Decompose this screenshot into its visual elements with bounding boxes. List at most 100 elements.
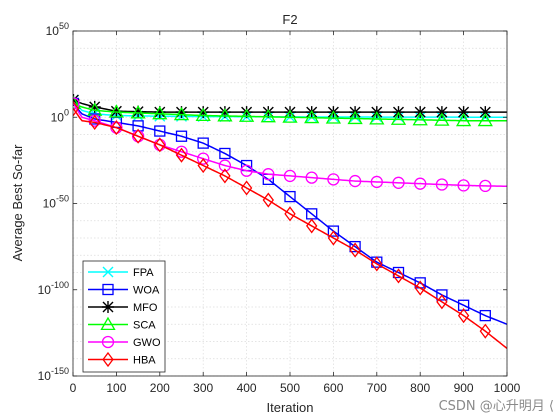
x-tick-label: 400 bbox=[237, 381, 257, 395]
series-marker-sca bbox=[130, 105, 146, 119]
series-marker-hba bbox=[371, 256, 383, 272]
series-marker-gwo bbox=[218, 159, 232, 172]
series-marker-sca bbox=[390, 111, 407, 125]
series-marker-sca bbox=[434, 112, 450, 126]
series-marker-mfo bbox=[110, 105, 123, 118]
series-marker-mfo bbox=[457, 106, 470, 119]
y-tick-label: 10-150 bbox=[38, 366, 69, 383]
series-marker-hba bbox=[479, 323, 491, 339]
series-marker-hba bbox=[262, 192, 274, 208]
legend-label-fpa: FPA bbox=[133, 267, 154, 279]
series-marker-gwo bbox=[327, 173, 340, 186]
chart-title: F2 bbox=[282, 12, 297, 27]
legend-marker-woa bbox=[102, 283, 114, 296]
series-marker-hba bbox=[414, 280, 426, 296]
series-marker-sca bbox=[152, 105, 168, 120]
series-line-woa bbox=[73, 102, 507, 325]
series-marker-mfo bbox=[197, 106, 210, 119]
x-tick-label: 900 bbox=[454, 381, 474, 395]
series-marker-sca bbox=[238, 108, 255, 122]
series-marker-hba bbox=[349, 242, 361, 258]
x-tick-label: 800 bbox=[410, 381, 430, 395]
series-marker-hba bbox=[110, 120, 123, 136]
series-marker-woa bbox=[457, 299, 470, 311]
series-marker-woa bbox=[154, 125, 166, 137]
series-marker-sca bbox=[369, 111, 385, 125]
series-marker-mfo bbox=[218, 106, 231, 119]
series-marker-hba bbox=[197, 157, 209, 174]
series-marker-sca bbox=[108, 104, 125, 118]
legend-label-gwo: GWO bbox=[133, 337, 161, 349]
series-marker-woa bbox=[327, 225, 340, 237]
series-group bbox=[73, 94, 507, 349]
series-marker-gwo bbox=[435, 178, 449, 191]
series-marker-gwo bbox=[305, 171, 318, 184]
series-marker-mfo bbox=[132, 105, 145, 118]
series-marker-hba bbox=[154, 137, 166, 153]
y-tick-label: 10-100 bbox=[38, 280, 69, 297]
series-marker-gwo bbox=[414, 177, 427, 190]
series-marker-woa bbox=[197, 137, 209, 149]
series-marker-hba bbox=[73, 101, 80, 117]
x-tick-label: 500 bbox=[280, 381, 300, 395]
x-tick-label: 1000 bbox=[494, 381, 521, 395]
series-line-hba bbox=[73, 108, 507, 349]
series-marker-gwo bbox=[197, 152, 210, 165]
x-tick-label: 100 bbox=[106, 381, 126, 395]
y-axis-label: Average Best So-far bbox=[10, 144, 25, 261]
series-marker-hba bbox=[284, 206, 296, 222]
x-tick-label: 600 bbox=[323, 381, 343, 395]
series-marker-hba bbox=[89, 114, 101, 131]
series-marker-hba bbox=[240, 180, 253, 196]
legend-marker-gwo bbox=[101, 335, 115, 349]
series-marker-gwo bbox=[392, 176, 405, 189]
y-tick-label: 1050 bbox=[46, 21, 69, 38]
x-tick-label: 200 bbox=[150, 381, 170, 395]
series-marker-gwo bbox=[240, 164, 253, 177]
series-marker-mfo bbox=[153, 106, 166, 119]
x-axis-label: Iteration bbox=[267, 400, 314, 415]
legend-marker-fpa bbox=[102, 266, 114, 278]
series-marker-mfo bbox=[88, 100, 101, 113]
series-marker-gwo bbox=[348, 174, 362, 188]
legend-label-sca: SCA bbox=[133, 320, 156, 332]
series-marker-gwo bbox=[479, 179, 492, 193]
x-tick-label: 700 bbox=[367, 381, 387, 395]
series-marker-woa bbox=[436, 289, 448, 301]
series-marker-sca bbox=[217, 108, 233, 122]
legend-label-hba: HBA bbox=[133, 355, 156, 367]
x-tick-label: 300 bbox=[193, 381, 213, 395]
series-marker-mfo bbox=[435, 106, 448, 119]
series-marker-sca bbox=[173, 106, 190, 121]
series-marker-gwo bbox=[262, 168, 275, 181]
series-marker-sca bbox=[304, 109, 320, 124]
series-marker-woa bbox=[284, 190, 296, 203]
series-marker-hba bbox=[436, 294, 448, 310]
legend-label-mfo: MFO bbox=[133, 302, 158, 314]
series-marker-hba bbox=[457, 308, 470, 324]
legend: FPA WOA MFO SCA GWO HBA bbox=[82, 260, 166, 373]
series-marker-gwo bbox=[283, 169, 297, 183]
watermark: CSDN @心升明月 ⟨ bbox=[438, 399, 554, 414]
series-marker-mfo bbox=[73, 94, 80, 106]
legend-marker-sca bbox=[100, 316, 116, 331]
series-marker-sca bbox=[347, 110, 363, 125]
series-marker-sca bbox=[260, 109, 276, 123]
series-marker-hba bbox=[392, 268, 405, 284]
series-marker-mfo bbox=[240, 106, 253, 119]
series-marker-woa bbox=[479, 309, 491, 322]
series-line-sca bbox=[73, 102, 507, 122]
series-marker-gwo bbox=[457, 179, 470, 192]
series-marker-sca bbox=[325, 110, 342, 124]
series-marker-hba bbox=[219, 168, 231, 184]
y-tick-label: 10-50 bbox=[43, 194, 69, 211]
legend-box bbox=[82, 260, 166, 373]
x-tick-label: 0 bbox=[70, 381, 77, 395]
series-marker-mfo bbox=[175, 106, 188, 119]
series-marker-gwo bbox=[370, 175, 383, 189]
series-marker-hba bbox=[175, 147, 188, 163]
series-marker-hba bbox=[327, 230, 340, 246]
series-marker-woa bbox=[175, 130, 188, 142]
legend-label-woa: WOA bbox=[133, 285, 160, 297]
